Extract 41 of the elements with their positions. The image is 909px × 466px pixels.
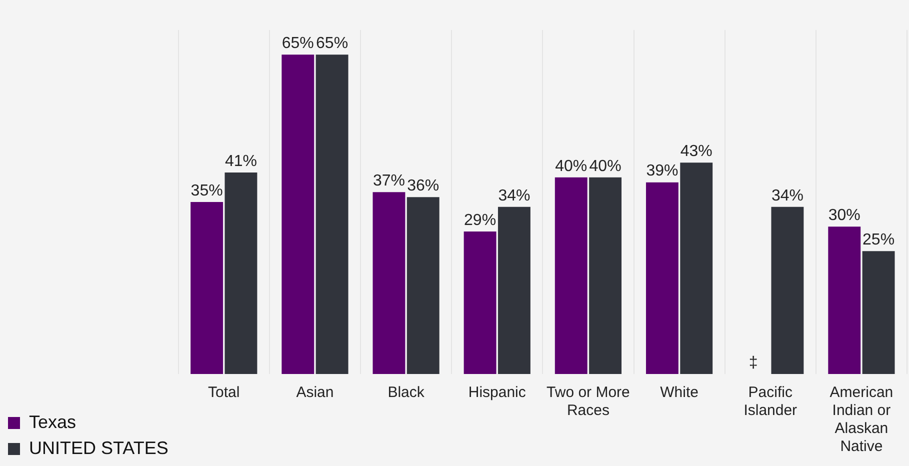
bar [406,197,440,374]
x-tick-label: American Indian or Alaskan Native [830,384,894,456]
bar [771,206,804,374]
legend-label: UNITED STATES [29,438,168,458]
data-label: 65% [282,34,314,52]
x-tick-label: Black [388,384,425,402]
bar [646,182,678,374]
x-tick-label: Total [208,384,240,402]
bar [589,177,622,374]
data-label: 41% [224,152,257,170]
data-label: 40% [589,158,622,175]
data-label: 43% [680,143,712,160]
bar [498,206,530,374]
data-label: 30% [828,206,860,224]
bar [224,172,258,374]
x-tick-label: Hispanic [468,384,526,402]
bar [282,54,314,374]
data-label: 39% [646,162,678,180]
data-label: 29% [464,212,496,229]
text: ‡ [748,354,758,372]
data-label: 36% [407,177,440,194]
data-label: 25% [862,232,895,249]
bar [828,226,861,374]
data-label: 37% [372,172,405,190]
bar [554,177,588,374]
data-label: 34% [771,187,804,204]
bar [316,54,348,374]
data-label: 34% [498,187,530,204]
legend-label: Texas [29,412,76,432]
bar [372,192,406,374]
bar [190,202,224,374]
data-label: 65% [316,34,348,52]
x-tick-label: Two or More Races [546,384,630,420]
bar [862,251,895,374]
bar [680,162,713,374]
bar [464,231,496,374]
x-tick-label: Pacific Islander [744,384,798,420]
data-label: 40% [555,158,588,175]
data-label: 35% [190,182,223,200]
x-tick-label: Asian [296,384,334,402]
x-tick-label: White [660,384,698,402]
